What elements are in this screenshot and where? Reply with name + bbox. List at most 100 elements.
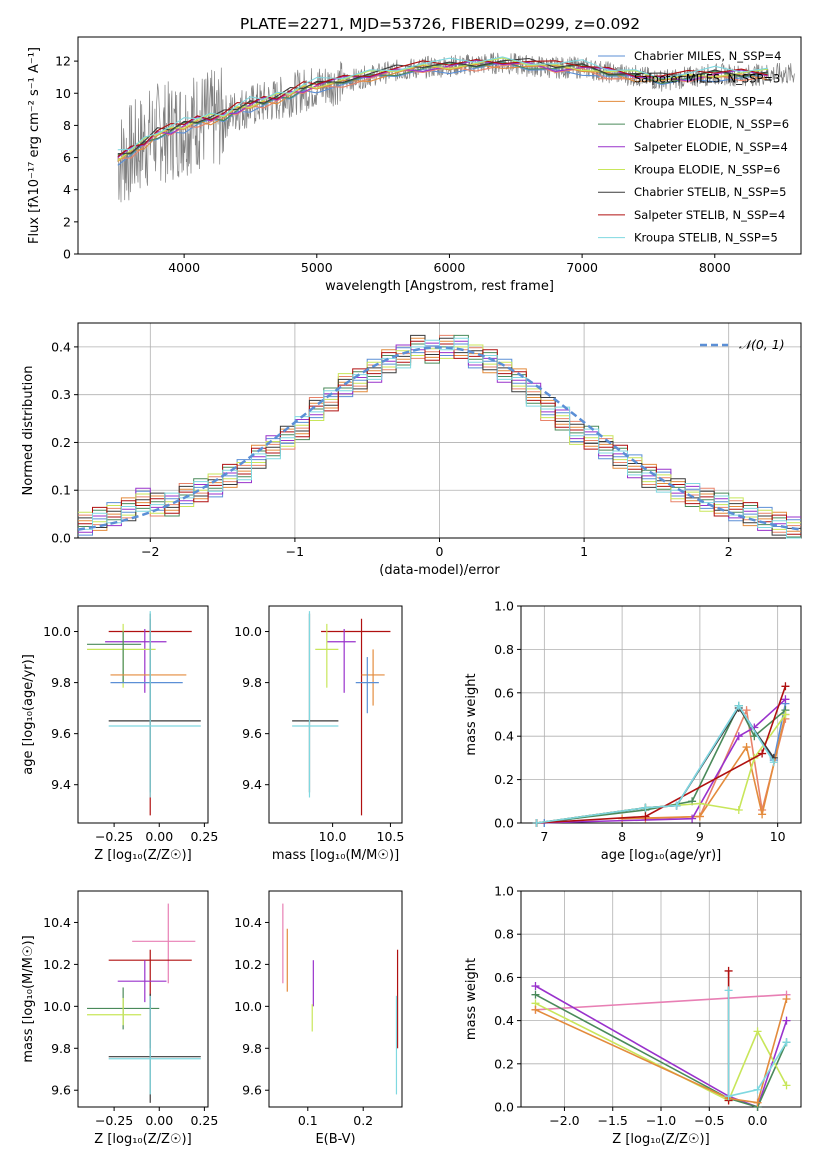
y-tick-label: 10 — [55, 86, 71, 101]
legend-label: Salpeter ELODIE, N_SSP=4 — [634, 140, 788, 154]
x-tick-label: 0.2 — [353, 1113, 373, 1128]
weight-vs-z-panel: −2.0 −1.5 −1.0 −0.5 0.0 0.0 0.2 0.4 0.6 0.8 1.0 Z [… — [464, 884, 802, 1147]
axes-frame — [77, 605, 209, 824]
y-tick-label: 0.6 — [494, 685, 514, 700]
y-tick-label: 0.0 — [51, 531, 71, 546]
y-tick-label: 0.2 — [494, 772, 514, 787]
weight-marker — [641, 812, 650, 821]
weight-marker — [532, 819, 541, 827]
weight-marker — [641, 803, 650, 812]
legend-label: Kroupa ELODIE, N_SSP=6 — [634, 163, 780, 177]
y-tick-label: 0.2 — [494, 1056, 514, 1071]
y-tick-label: 0.8 — [494, 927, 514, 942]
y-axis-label: Normed distribution — [21, 366, 36, 496]
age-vs-z-panel: −0.25 0.00 0.25 9.4 9.6 9.8 10.0 Z [log₁₀(Z/Z☉)… — [21, 605, 218, 863]
y-tick-label: 10.2 — [234, 957, 262, 972]
x-tick-label: 0.00 — [145, 1113, 173, 1128]
x-tick-label: 5000 — [301, 260, 333, 275]
residuals-panel: −2 −1 0 1 2 0.0 0.1 0.2 0.3 0.4 (data-model)/error… — [21, 322, 802, 578]
y-tick-label: 1.0 — [494, 884, 514, 899]
y-tick-label: 9.8 — [242, 675, 262, 690]
x-tick-label: 6000 — [434, 260, 466, 275]
y-tick-label: 10.4 — [234, 915, 262, 930]
y-tick-label: 0.8 — [494, 642, 514, 657]
weight-vs-age-panel: 7 8 9 10 0.0 0.2 0.4 0.6 0.8 1.0 age [log₁₀(age/yr… — [464, 599, 802, 863]
axes-frame — [520, 605, 802, 824]
x-tick-label: 0.00 — [145, 829, 173, 844]
x-axis-label: Z [log₁₀(Z/Z☉)] — [612, 1132, 709, 1147]
weight-line — [535, 993, 787, 1011]
model-spectrum-line — [117, 56, 768, 151]
spectrum-panel: 4000 5000 6000 7000 8000 0 2 4 6 8 10 12 wavelength … — [27, 36, 802, 294]
mass-vs-ebv-panel: 0.1 0.2 9.6 9.8 10.0 10.2 10.4 E(B-V) — [234, 890, 403, 1147]
weight-marker — [782, 1081, 791, 1090]
weight-marker — [734, 732, 743, 741]
y-tick-label: 0.4 — [51, 339, 71, 354]
x-tick-label: −0.25 — [95, 1113, 133, 1128]
x-tick-label: 0.25 — [190, 829, 218, 844]
y-tick-label: 2 — [63, 214, 71, 229]
legend-label: Chabrier STELIB, N_SSP=5 — [634, 185, 786, 199]
weight-marker — [781, 682, 790, 691]
weight-marker — [753, 1085, 762, 1094]
y-tick-label: 9.8 — [51, 675, 71, 690]
y-tick-label: 10.0 — [43, 624, 71, 639]
legend-label: Salpeter STELIB, N_SSP=4 — [634, 208, 785, 222]
residual-histogram — [78, 340, 801, 535]
weight-line — [535, 993, 788, 1108]
weight-line — [536, 704, 786, 824]
x-tick-label: −2.0 — [549, 1113, 579, 1128]
y-tick-label: 12 — [55, 54, 71, 69]
x-tick-label: −2 — [141, 544, 159, 559]
x-tick-label: 1 — [580, 544, 588, 559]
x-tick-label: 8000 — [699, 260, 731, 275]
x-tick-label: −0.5 — [694, 1113, 724, 1128]
x-axis-label: age [log₁₀(age/yr)] — [601, 848, 722, 863]
y-tick-label: 9.6 — [51, 726, 71, 741]
y-axis-label: age [log₁₀(age/yr)] — [21, 654, 36, 775]
weight-marker — [734, 805, 743, 814]
y-tick-label: 1.0 — [494, 599, 514, 614]
model-spectrum-line — [117, 59, 768, 159]
legend-label: Kroupa MILES, N_SSP=4 — [634, 94, 773, 108]
weight-marker — [724, 1092, 733, 1101]
y-tick-label: 0.0 — [494, 816, 514, 831]
axes-frame — [77, 890, 209, 1108]
weight-marker — [753, 1098, 762, 1107]
x-tick-label: 7 — [540, 829, 548, 844]
x-axis-label: Z [log₁₀(Z/Z☉)] — [94, 848, 191, 863]
legend-label: Salpeter MILES, N_SSP=3 — [634, 72, 780, 86]
x-tick-label: 10 — [770, 829, 786, 844]
weight-marker — [742, 743, 751, 752]
weight-marker — [758, 749, 767, 758]
weight-marker — [753, 1027, 762, 1036]
x-tick-label: 0.25 — [190, 1113, 218, 1128]
x-axis-label: wavelength [Angstrom, rest frame] — [325, 279, 554, 294]
y-tick-label: 0.0 — [494, 1100, 514, 1115]
y-tick-label: 10.0 — [234, 624, 262, 639]
x-axis-label: (data-model)/error — [379, 563, 500, 578]
y-tick-label: 0 — [63, 247, 71, 262]
y-tick-label: 10.2 — [43, 957, 71, 972]
y-tick-label: 9.6 — [51, 1083, 71, 1098]
weight-line — [536, 704, 775, 824]
residual-histogram — [78, 334, 801, 533]
weight-marker — [695, 799, 704, 808]
weight-line — [535, 985, 788, 1109]
x-tick-label: 9 — [696, 829, 704, 844]
residual-histogram — [78, 334, 801, 536]
x-tick-label: −1.0 — [646, 1113, 676, 1128]
weight-marker — [688, 814, 697, 823]
mass-vs-z-panel: −0.25 0.00 0.25 9.6 9.8 10.0 10.2 10.4 Z [log₁₀(… — [21, 890, 218, 1147]
y-tick-label: 4 — [63, 182, 71, 197]
model-spectrum-line — [117, 58, 768, 158]
weight-marker — [531, 1005, 540, 1014]
weight-marker — [758, 810, 767, 819]
model-spectrum-line — [117, 63, 768, 162]
model-spectrum-line — [117, 57, 768, 161]
x-tick-label: 10.0 — [319, 829, 347, 844]
y-tick-label: 8 — [63, 118, 71, 133]
legend-label: Chabrier MILES, N_SSP=4 — [634, 49, 781, 63]
weight-marker — [695, 812, 704, 821]
